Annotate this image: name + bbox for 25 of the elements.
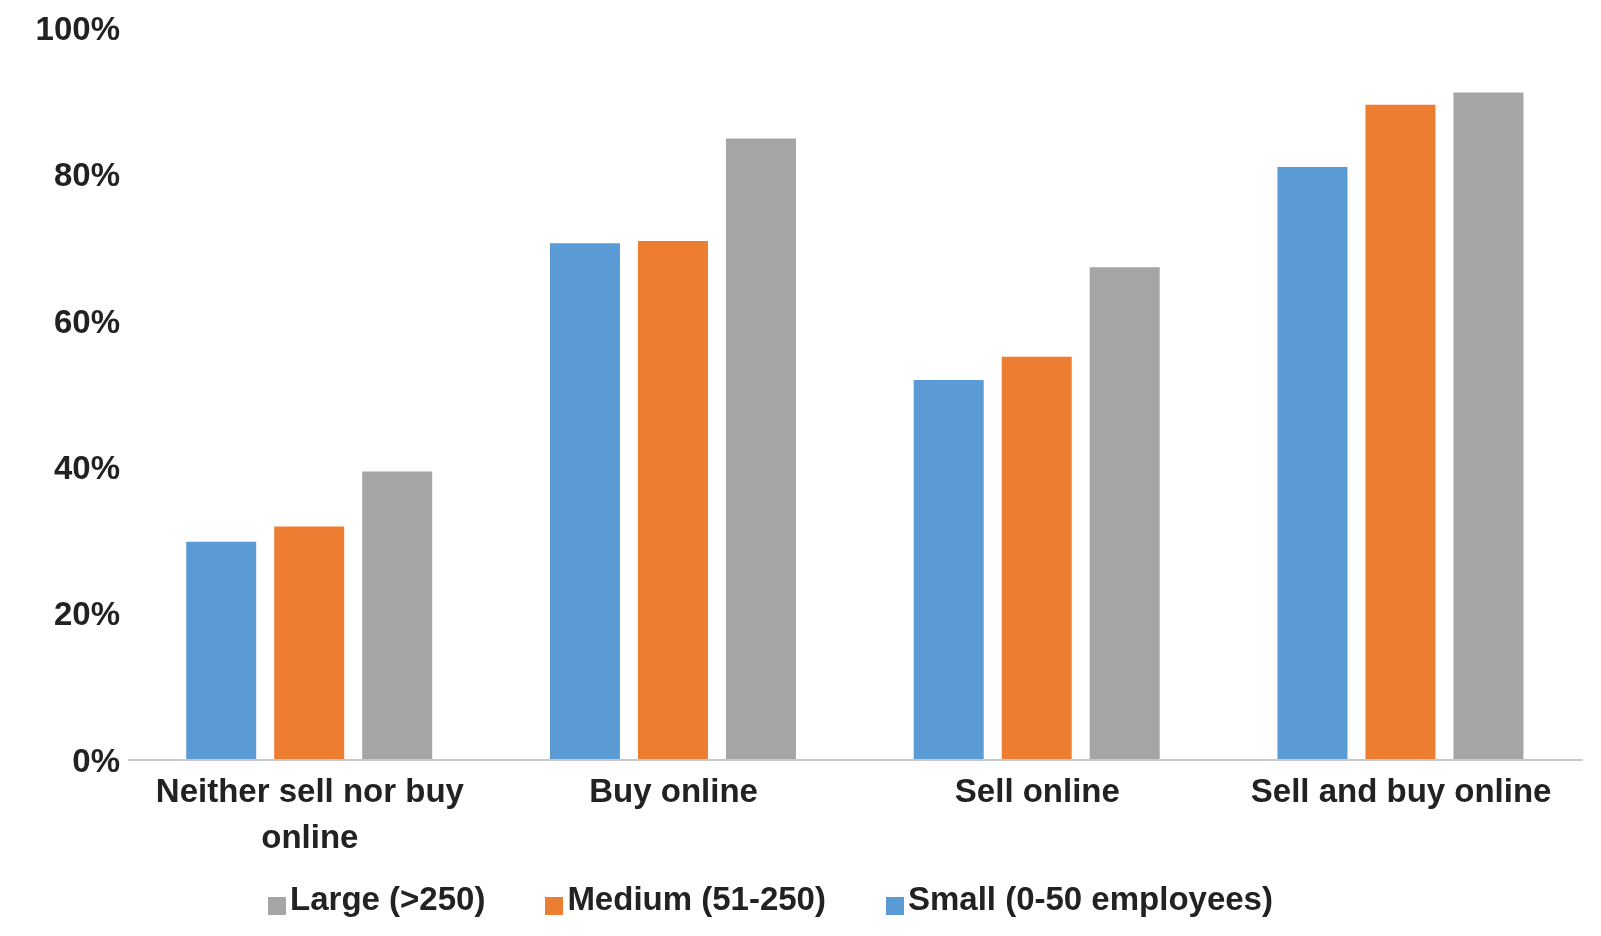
bar [725,138,796,760]
bar [1277,167,1348,760]
bar [1089,267,1160,760]
bar [913,380,984,760]
bar [549,243,620,760]
x-tick-label: Sell and buy online [1250,772,1552,809]
bar [637,241,708,760]
bar [274,526,345,760]
y-tick-label: 20% [53,595,120,633]
bar [186,541,257,760]
bar [1001,356,1072,760]
y-tick-label: 40% [53,448,120,486]
y-tick-label: 60% [53,302,120,340]
y-tick-label: 100% [35,9,120,47]
bar [1453,92,1524,760]
legend-label: Large (>250) [290,880,486,917]
legend-label: Small (0-50 employees) [907,880,1273,917]
bar [362,471,433,760]
x-tick-label: Neither sell nor buy online [155,772,465,855]
legend-label: Medium (51-250) [567,880,826,917]
y-tick-label: 0% [72,741,120,779]
x-tick-label: Buy online [589,772,758,809]
y-tick-label: 80% [53,156,120,194]
x-tick-label: Sell online [954,772,1120,809]
bar [1365,104,1436,760]
